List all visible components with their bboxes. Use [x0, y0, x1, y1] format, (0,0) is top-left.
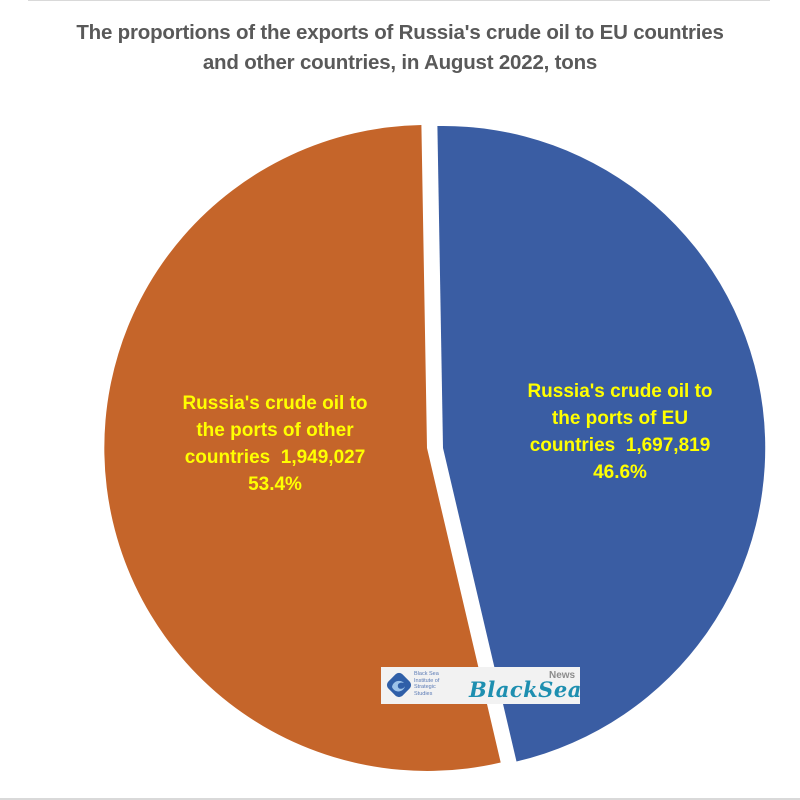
chart-title: The proportions of the exports of Russia…	[0, 18, 800, 78]
institute-line-3: Strategic	[414, 684, 436, 690]
label-other-line-3: countries 1,949,027	[184, 447, 366, 468]
label-other-line-2: the ports of other	[196, 420, 354, 441]
label-other-line-1: Russia's crude oil to	[182, 393, 368, 414]
top-divider	[28, 0, 770, 1]
news-wordmark: News	[549, 670, 576, 681]
pie-slice-other-countries[interactable]	[104, 125, 501, 771]
label-eu-line-3: countries 1,697,819	[529, 435, 711, 456]
label-other-percent: 53.4%	[248, 474, 302, 495]
label-eu-line-2: the ports of EU	[551, 408, 689, 429]
institute-line-2: Institute of	[414, 677, 440, 684]
bottom-divider	[0, 798, 800, 800]
chart-title-line-2: and other countries, in August 2022, ton…	[202, 51, 598, 74]
label-eu-percent: 46.6%	[593, 462, 647, 483]
institute-name: Black Sea Institute of Strategic Studies	[414, 671, 454, 697]
institute-line-1: Black Sea	[414, 671, 439, 677]
data-label-other-countries: Russia's crude oil to the ports of other…	[140, 390, 410, 498]
blacksea-brand: BlackSea	[469, 677, 582, 702]
institute-line-4: Studies	[414, 690, 433, 697]
data-label-eu-countries: Russia's crude oil to the ports of EU co…	[495, 378, 745, 486]
wave-emblem-icon	[386, 672, 412, 698]
chart-title-line-1: The proportions of the exports of Russia…	[76, 21, 724, 44]
blacksea-news-logo: Black Sea Institute of Strategic Studies…	[381, 667, 582, 704]
pie-slice-eu-countries[interactable]	[437, 125, 766, 762]
label-eu-line-1: Russia's crude oil to	[527, 381, 713, 402]
